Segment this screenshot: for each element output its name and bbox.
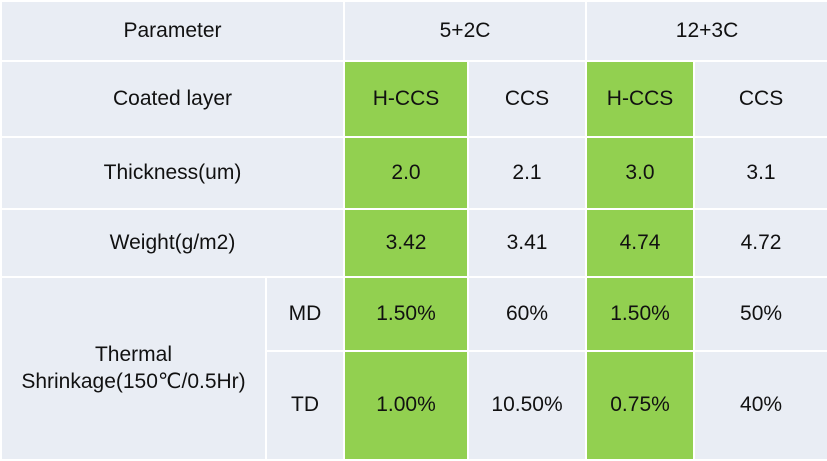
cell-td-b2: 40% [693,350,827,461]
label-thermal-shrinkage: Thermal Shrinkage(150℃/0.5Hr) [0,276,267,461]
row-weight: Weight(g/m2) 3.42 3.41 4.74 4.72 [0,208,827,278]
label-thermal-line1: Thermal [94,343,173,367]
label-td: TD [264,350,346,461]
cell-weight-a1: 3.42 [343,208,470,278]
cell-weight-a2: 3.41 [467,208,588,278]
cell-md-a1: 1.50% [343,276,470,352]
cell-thickness-b1: 3.0 [585,136,696,210]
cell-td-a1: 1.00% [343,350,470,461]
header-group-12-3c: 12+3C [585,0,827,62]
cell-coated-b2: CCS [693,60,827,138]
cell-md-b1: 1.50% [585,276,696,352]
label-thickness: Thickness(um) [0,136,346,210]
cell-weight-b2: 4.72 [693,208,827,278]
cell-td-a2: 10.50% [467,350,588,461]
header-row: Parameter 5+2C 12+3C [0,0,827,62]
cell-coated-a2: CCS [467,60,588,138]
label-coated-layer: Coated layer [0,60,346,138]
header-group-5-2c: 5+2C [343,0,588,62]
header-parameter: Parameter [0,0,346,62]
label-weight: Weight(g/m2) [0,208,346,278]
row-thermal-md: Thermal Shrinkage(150℃/0.5Hr) MD 1.50% 6… [0,276,827,461]
cell-thickness-a1: 2.0 [343,136,470,210]
label-md: MD [264,276,346,352]
row-thickness: Thickness(um) 2.0 2.1 3.0 3.1 [0,136,827,210]
cell-md-a2: 60% [467,276,588,352]
cell-md-b2: 50% [693,276,827,352]
cell-coated-a1: H-CCS [343,60,470,138]
row-thermal-td: TD 1.00% 10.50% 0.75% 40% [1,350,827,461]
label-thermal-line2: Shrinkage(150℃/0.5Hr) [21,369,246,393]
cell-td-b1: 0.75% [585,350,696,461]
cell-thickness-a2: 2.1 [467,136,588,210]
row-coated-layer: Coated layer H-CCS CCS H-CCS CCS [0,60,827,138]
cell-weight-b1: 4.74 [585,208,696,278]
cell-coated-b1: H-CCS [585,60,696,138]
cell-thickness-b2: 3.1 [693,136,827,210]
